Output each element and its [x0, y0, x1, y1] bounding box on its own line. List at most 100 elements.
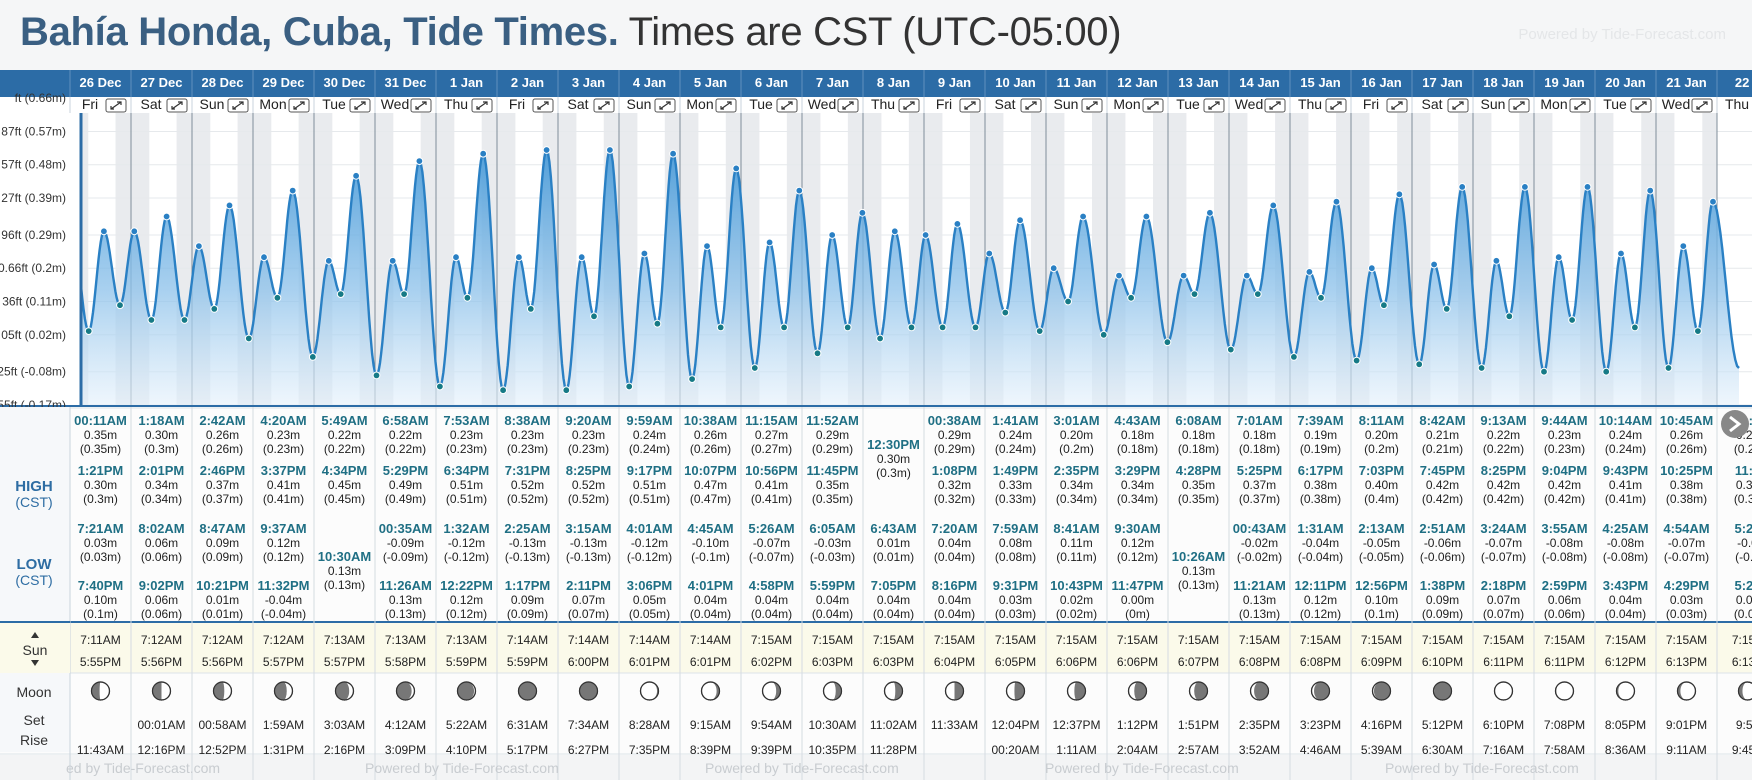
expand-day-button[interactable]: [1447, 98, 1469, 113]
expand-day-button[interactable]: [227, 98, 249, 113]
high-tide-height: 0.23m: [1548, 428, 1581, 442]
moon-shadow: [649, 682, 659, 700]
expand-day-button[interactable]: [776, 98, 798, 113]
low-tide-height-alt: (0.13m): [324, 578, 365, 592]
footer-background: [0, 755, 1752, 780]
date-label: 1 Jan: [450, 75, 483, 90]
expand-day-button[interactable]: [1691, 98, 1713, 113]
low-tide-height: 0.04m: [938, 536, 971, 550]
expand-day-button[interactable]: [898, 98, 920, 113]
moon-outline: [761, 681, 782, 701]
high-tide-time: 10:25PM: [1660, 463, 1713, 478]
low-tide-point: [716, 323, 725, 332]
high-tide-height-alt: (0.2m): [1059, 442, 1094, 456]
moonset-time: 1:51PM: [1178, 718, 1219, 732]
high-tide-time: 12:30PM: [867, 437, 920, 452]
low-tide-point: [1190, 290, 1199, 299]
expand-day-button[interactable]: [1203, 98, 1225, 113]
moonrise-time: 2:57AM: [1178, 743, 1219, 757]
expand-day-button[interactable]: [1081, 98, 1103, 113]
low-tide-time: 12:22PM: [440, 578, 493, 593]
scroll-right-button[interactable]: [1721, 410, 1749, 438]
moonrise-time: 9:45A: [1732, 743, 1752, 757]
low-tide-height: -0.13m: [570, 536, 607, 550]
weekday-label: Sat: [140, 96, 161, 112]
low-tide-height-alt: (0.01m): [873, 550, 914, 564]
high-tide-height-alt: (0.41m): [263, 492, 304, 506]
y-tick-label: ft (0.66m): [15, 91, 66, 105]
expand-day-button[interactable]: [471, 98, 493, 113]
low-tide-height: -0.08m: [1607, 536, 1644, 550]
low-tide-point: [1290, 353, 1298, 361]
high-tide-height-alt: (0.29m): [934, 442, 975, 456]
high-tide-height-alt: (0.18m): [1178, 442, 1219, 456]
moon-outline: [1493, 681, 1514, 701]
low-tide-height: 0.13m: [1182, 564, 1215, 578]
high-tide-point: [452, 253, 460, 262]
low-tide-height: 0.12m: [267, 536, 300, 550]
moonrise-row-label: Rise: [20, 732, 48, 748]
expand-day-button[interactable]: [532, 98, 554, 113]
expand-day-button[interactable]: [288, 98, 310, 113]
moon-phase-icon: [1432, 681, 1453, 701]
low-tide-point: [688, 375, 696, 384]
expand-day-button[interactable]: [715, 98, 737, 113]
high-tide-time: 10:45AM: [1660, 413, 1713, 428]
low-tide-height-alt: (0.06m): [141, 550, 182, 564]
weekday-label: Mon: [1540, 96, 1567, 112]
weekday-label: Thu: [871, 96, 895, 112]
expand-day-button[interactable]: [1569, 98, 1591, 113]
low-tide-height-alt: (-0.07m): [1481, 550, 1526, 564]
date-label: 5 Jan: [694, 75, 727, 90]
high-tide-time: 11:45PM: [806, 463, 858, 478]
low-tide-height: 0.09m: [206, 536, 239, 550]
expand-day-button[interactable]: [349, 98, 371, 113]
y-tick-label: 25ft (-0.08m): [0, 365, 66, 379]
expand-day-button[interactable]: [837, 98, 859, 113]
low-tide-height-alt: (-0.07m): [749, 550, 794, 564]
low-tide-height: 0.13m: [1243, 593, 1276, 607]
expand-day-button[interactable]: [1020, 98, 1042, 113]
y-tick-label: 96ft (0.29m): [1, 228, 66, 242]
expand-day-button[interactable]: [1325, 98, 1347, 113]
high-tide-height: 0.38m: [1304, 478, 1337, 492]
moonrise-time: 1:31PM: [263, 743, 304, 757]
expand-day-button[interactable]: [593, 98, 615, 113]
low-tide-height: 0.07m: [572, 593, 605, 607]
expand-day-button[interactable]: [105, 98, 127, 113]
weekday-label: Fri: [82, 96, 98, 112]
expand-day-button[interactable]: [1508, 98, 1530, 113]
high-tide-height: 0.24m: [1609, 428, 1642, 442]
moon-phase-icon: [944, 681, 965, 701]
low-tide-time: 9:37AM: [260, 521, 306, 536]
moon-outline: [1737, 681, 1752, 701]
expand-day-button[interactable]: [1264, 98, 1286, 113]
low-tide-height: -0.07m: [1668, 536, 1705, 550]
expand-day-button[interactable]: [1386, 98, 1408, 113]
expand-day-button[interactable]: [959, 98, 981, 113]
low-tide-height-alt: (0.04m): [690, 607, 731, 621]
weekday-header-bar: [0, 97, 1752, 113]
low-tide-time: 11:32PM: [257, 578, 309, 593]
expand-day-button[interactable]: [1630, 98, 1652, 113]
moon-shadow: [1314, 682, 1330, 700]
moonset-time: 10:30AM: [808, 718, 856, 732]
low-tide-point: [1602, 367, 1611, 376]
high-tide-point: [162, 212, 171, 221]
moonset-time: 3:03AM: [324, 718, 365, 732]
sunset-arrow-icon: [31, 660, 39, 666]
low-tide-time: 10:21PM: [196, 578, 249, 593]
low-tide-time: 9:30AM: [1114, 521, 1160, 536]
date-label: 22 J: [1735, 75, 1752, 90]
high-tide-point: [542, 146, 551, 154]
date-label: 31 Dec: [385, 75, 427, 90]
high-tide-height-alt: (0.23m): [568, 442, 609, 456]
high-tide-point: [1492, 256, 1501, 265]
expand-day-button[interactable]: [166, 98, 188, 113]
low-tide-point: [843, 323, 852, 332]
expand-day-button[interactable]: [1142, 98, 1164, 113]
high-tide-point: [703, 242, 711, 251]
expand-day-button[interactable]: [410, 98, 432, 113]
expand-day-button[interactable]: [654, 98, 676, 113]
